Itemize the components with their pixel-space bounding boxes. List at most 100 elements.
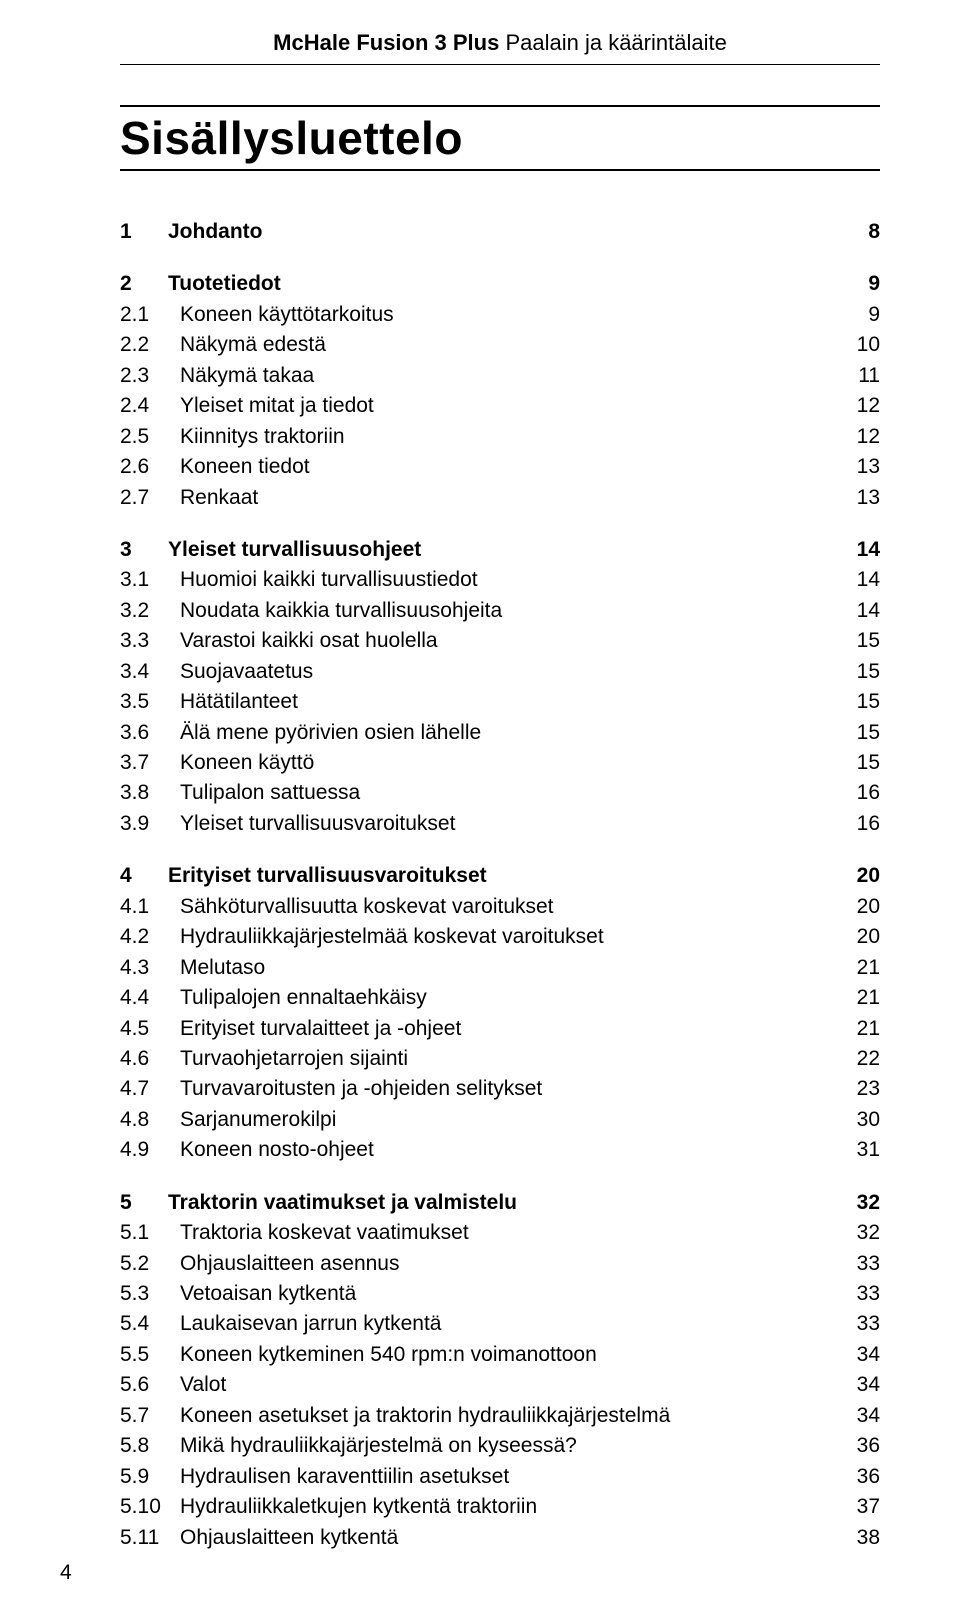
toc-entry-row[interactable]: 4.4Tulipalojen ennaltaehkäisy21	[120, 983, 880, 1013]
page: McHale Fusion 3 Plus Paalain ja käärintä…	[0, 0, 960, 1619]
toc-entry-page: 13	[857, 483, 880, 513]
title-rule-bottom	[120, 169, 880, 171]
toc-entry-row[interactable]: 3.4Suojavaatetus15	[120, 657, 880, 687]
toc-section: 4Erityiset turvallisuusvaroitukset204.1S…	[120, 861, 880, 1165]
toc-entry-number: 5.6	[120, 1370, 180, 1400]
toc-entry-label: Yleiset mitat ja tiedot	[180, 391, 374, 421]
toc-entry-page: 33	[857, 1309, 880, 1339]
title-block: Sisällysluettelo	[120, 105, 880, 171]
toc-entry-page: 21	[857, 1014, 880, 1044]
toc-chapter-row[interactable]: 3Yleiset turvallisuusohjeet14	[120, 535, 880, 565]
toc-entry-row[interactable]: 5.11Ohjauslaitteen kytkentä38	[120, 1523, 880, 1553]
toc-entry-row[interactable]: 5.6Valot34	[120, 1370, 880, 1400]
toc-entry-row[interactable]: 5.9Hydraulisen karaventtiilin asetukset3…	[120, 1462, 880, 1492]
toc-entry-page: 12	[857, 391, 880, 421]
toc-entry-row[interactable]: 5.10Hydrauliikkaletkujen kytkentä trakto…	[120, 1492, 880, 1522]
toc-chapter-number: 4	[120, 861, 168, 891]
toc-entry-page: 36	[857, 1462, 880, 1492]
toc-entry-page: 14	[857, 596, 880, 626]
toc-entry-row[interactable]: 4.9Koneen nosto-ohjeet31	[120, 1135, 880, 1165]
header-normal-text: Paalain ja käärintälaite	[499, 30, 726, 55]
toc-entry-number: 2.3	[120, 361, 180, 391]
toc-entry-page: 13	[857, 452, 880, 482]
toc-entry-page: 23	[857, 1074, 880, 1104]
toc-entry-row[interactable]: 2.2Näkymä edestä10	[120, 330, 880, 360]
toc-entry-page: 15	[857, 748, 880, 778]
toc-entry-row[interactable]: 4.5Erityiset turvalaitteet ja -ohjeet21	[120, 1014, 880, 1044]
toc-entry-label: Turvaohjetarrojen sijainti	[180, 1044, 408, 1074]
toc-entry-page: 15	[857, 687, 880, 717]
toc-entry-number: 4.3	[120, 953, 180, 983]
toc-entry-row[interactable]: 2.3Näkymä takaa11	[120, 361, 880, 391]
toc-entry-label: Noudata kaikkia turvallisuusohjeita	[180, 596, 502, 626]
toc-entry-row[interactable]: 3.3Varastoi kaikki osat huolella15	[120, 626, 880, 656]
toc-entry-row[interactable]: 3.9Yleiset turvallisuusvaroitukset16	[120, 809, 880, 839]
toc-entry-page: 33	[857, 1249, 880, 1279]
toc-chapter-label: Erityiset turvallisuusvaroitukset	[168, 861, 487, 891]
toc-entry-row[interactable]: 5.5Koneen kytkeminen 540 rpm:n voimanott…	[120, 1340, 880, 1370]
toc-entry-label: Koneen käyttö	[180, 748, 314, 778]
toc-entry-page: 21	[857, 983, 880, 1013]
toc-entry-number: 3.4	[120, 657, 180, 687]
toc-entry-page: 20	[857, 922, 880, 952]
toc-entry-row[interactable]: 3.6Älä mene pyörivien osien lähelle15	[120, 718, 880, 748]
toc-entry-row[interactable]: 4.3Melutaso21	[120, 953, 880, 983]
toc-entry-number: 4.8	[120, 1105, 180, 1135]
toc-entry-page: 14	[857, 565, 880, 595]
toc-entry-row[interactable]: 4.6Turvaohjetarrojen sijainti22	[120, 1044, 880, 1074]
toc-entry-number: 3.5	[120, 687, 180, 717]
toc-entry-number: 4.7	[120, 1074, 180, 1104]
toc-entry-number: 5.1	[120, 1218, 180, 1248]
toc-entry-row[interactable]: 5.4Laukaisevan jarrun kytkentä33	[120, 1309, 880, 1339]
toc-chapter-label: Yleiset turvallisuusohjeet	[168, 535, 421, 565]
toc-entry-row[interactable]: 5.7Koneen asetukset ja traktorin hydraul…	[120, 1401, 880, 1431]
toc-chapter-row[interactable]: 5Traktorin vaatimukset ja valmistelu32	[120, 1188, 880, 1218]
toc-entry-label: Näkymä edestä	[180, 330, 326, 360]
toc-entry-page: 36	[857, 1431, 880, 1461]
toc-chapter-row[interactable]: 4Erityiset turvallisuusvaroitukset20	[120, 861, 880, 891]
toc-entry-page: 15	[857, 718, 880, 748]
toc-entry-number: 5.3	[120, 1279, 180, 1309]
toc-entry-number: 4.1	[120, 892, 180, 922]
toc-entry-row[interactable]: 4.2Hydrauliikkajärjestelmää koskevat var…	[120, 922, 880, 952]
toc-entry-row[interactable]: 2.6Koneen tiedot13	[120, 452, 880, 482]
toc-entry-row[interactable]: 4.8Sarjanumerokilpi30	[120, 1105, 880, 1135]
toc-entry-page: 16	[857, 778, 880, 808]
toc-chapter-page: 32	[857, 1188, 880, 1218]
toc-entry-row[interactable]: 2.4Yleiset mitat ja tiedot 12	[120, 391, 880, 421]
toc-entry-number: 4.2	[120, 922, 180, 952]
toc-entry-row[interactable]: 5.1Traktoria koskevat vaatimukset32	[120, 1218, 880, 1248]
toc-entry-page: 34	[857, 1401, 880, 1431]
toc-entry-row[interactable]: 5.8Mikä hydrauliikkajärjestelmä on kysee…	[120, 1431, 880, 1461]
toc-entry-number: 5.7	[120, 1401, 180, 1431]
toc-entry-row[interactable]: 5.2Ohjauslaitteen asennus33	[120, 1249, 880, 1279]
toc-entry-number: 2.4	[120, 391, 180, 421]
toc-entry-number: 2.5	[120, 422, 180, 452]
toc-entry-label: Vetoaisan kytkentä	[180, 1279, 356, 1309]
toc-entry-label: Koneen nosto-ohjeet	[180, 1135, 374, 1165]
toc-entry-page: 15	[857, 626, 880, 656]
toc-entry-row[interactable]: 2.5Kiinnitys traktoriin12	[120, 422, 880, 452]
toc-section: 1Johdanto8	[120, 217, 880, 247]
toc-entry-row[interactable]: 2.1Koneen käyttötarkoitus9	[120, 300, 880, 330]
toc-entry-row[interactable]: 3.2Noudata kaikkia turvallisuusohjeita14	[120, 596, 880, 626]
toc-entry-label: Melutaso	[180, 953, 265, 983]
toc-entry-row[interactable]: 4.7Turvavaroitusten ja -ohjeiden selityk…	[120, 1074, 880, 1104]
toc-entry-label: Ohjauslaitteen kytkentä	[180, 1523, 398, 1553]
toc-entry-row[interactable]: 3.1Huomioi kaikki turvallisuustiedot14	[120, 565, 880, 595]
toc-entry-row[interactable]: 3.5Hätätilanteet15	[120, 687, 880, 717]
toc-entry-row[interactable]: 5.3Vetoaisan kytkentä33	[120, 1279, 880, 1309]
toc-entry-row[interactable]: 3.7Koneen käyttö15	[120, 748, 880, 778]
toc-entry-page: 31	[857, 1135, 880, 1165]
toc-entry-row[interactable]: 3.8Tulipalon sattuessa16	[120, 778, 880, 808]
toc-entry-row[interactable]: 4.1Sähköturvallisuutta koskevat varoituk…	[120, 892, 880, 922]
toc-entry-number: 5.4	[120, 1309, 180, 1339]
toc-entry-row[interactable]: 2.7Renkaat13	[120, 483, 880, 513]
toc-entry-label: Erityiset turvalaitteet ja -ohjeet	[180, 1014, 461, 1044]
toc-entry-number: 3.3	[120, 626, 180, 656]
toc-chapter-row[interactable]: 1Johdanto8	[120, 217, 880, 247]
page-number: 4	[60, 1561, 72, 1585]
toc-chapter-row[interactable]: 2Tuotetiedot9	[120, 269, 880, 299]
toc-entry-label: Yleiset turvallisuusvaroitukset	[180, 809, 455, 839]
toc-chapter-number: 1	[120, 217, 168, 247]
